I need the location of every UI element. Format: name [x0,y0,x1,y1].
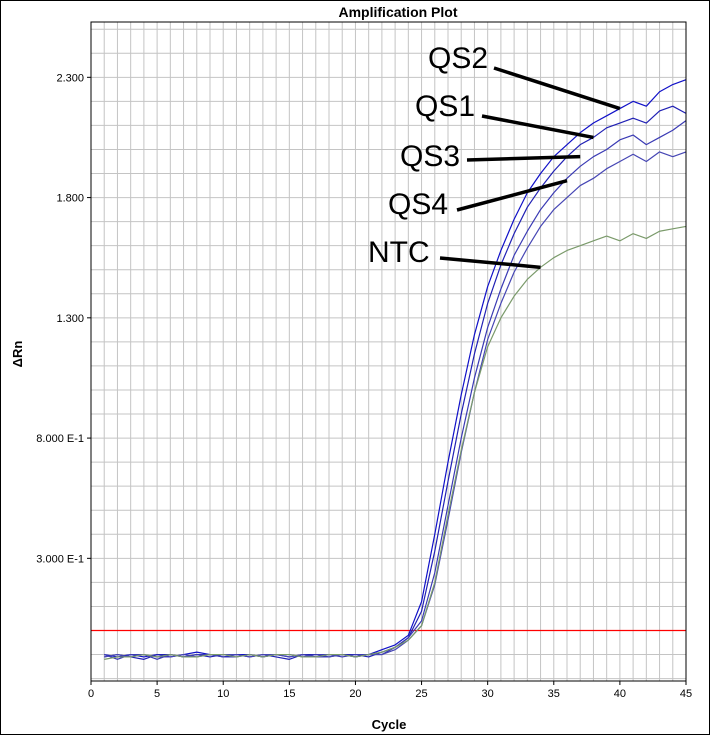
x-tick-label: 0 [88,688,94,700]
x-axis-label: Cycle [372,717,407,732]
annotation-label-qs3: QS3 [400,140,460,173]
x-tick-label: 45 [680,688,692,700]
series-line-5 [104,225,687,660]
annotation-label-qs1: QS1 [415,90,475,123]
annotation-leader-qs2 [493,66,621,111]
chart-title: Amplification Plot [339,4,458,20]
y-tick-label: 1.800 [56,193,84,205]
y-axis-label: ΔRn [10,341,25,368]
x-tick-label: 40 [614,688,626,700]
x-tick-label: 5 [154,688,160,700]
y-tick-label: 3.000 E-1 [36,553,84,565]
annotation-label-qs4: QS4 [388,188,448,221]
x-tick-label: 30 [482,688,494,700]
x-tick-label: 20 [349,688,361,700]
y-tick-label: 8.000 E-1 [36,433,84,445]
series-line-1 [104,79,687,658]
annotation-leader-ntc [439,256,541,270]
y-tick-label: 1.300 [56,313,84,325]
plot-border [90,21,687,682]
y-tick-label: 2.300 [56,72,84,84]
annotation-leader-qs4 [456,179,568,212]
x-tick-label: 15 [283,688,295,700]
annotation-label-qs2: QS2 [428,42,488,75]
grid [90,22,687,681]
x-tick-label: 25 [415,688,427,700]
x-tick-label: 10 [217,688,229,700]
x-tick-label: 35 [548,688,560,700]
plot-area [91,22,686,681]
annotation-leader-qs3 [466,154,581,162]
annotation-leader-qs1 [481,114,594,140]
annotation-label-ntc: NTC [368,236,430,269]
